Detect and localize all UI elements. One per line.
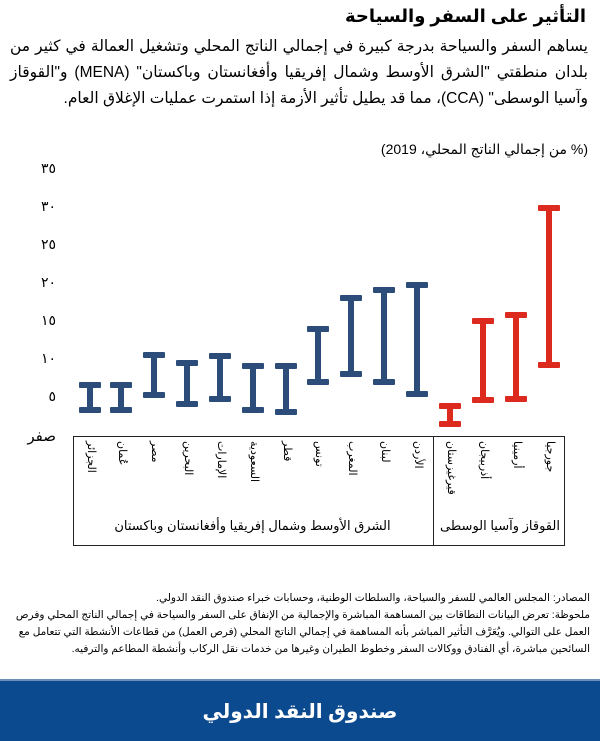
range-bar — [307, 325, 329, 386]
range-bar — [406, 281, 428, 398]
y-tick-label: ٣٠ — [40, 199, 56, 215]
category-label: تونس — [313, 441, 325, 467]
notes-section: المصادر: المجلس العالمي للسفر والسياحة، … — [8, 590, 590, 658]
y-tick-label: ٢٥ — [40, 237, 56, 253]
imf-brand: صندوق النقد الدولي — [202, 700, 398, 723]
range-bar — [439, 403, 461, 427]
category-label: لبنان — [379, 441, 391, 463]
group-divider — [433, 436, 434, 546]
category-label: قيرغيزستان — [445, 441, 457, 495]
range-bar — [209, 353, 231, 402]
chart-plot-area — [79, 204, 560, 427]
range-bar — [340, 295, 362, 378]
category-label: البحرين — [182, 441, 194, 476]
category-axis-box — [73, 436, 565, 546]
range-bar — [373, 287, 395, 386]
footer-banner: صندوق النقد الدولي — [0, 679, 600, 741]
category-label: الإمارات — [215, 441, 227, 479]
range-bar — [472, 318, 494, 404]
y-tick-label: ٥ — [48, 389, 56, 405]
range-bar — [275, 363, 297, 415]
y-tick-label: ٣٥ — [40, 161, 56, 177]
category-label: مصر — [149, 441, 161, 463]
category-label: أذربيجان — [478, 441, 490, 480]
category-label: الأردن — [412, 441, 424, 469]
range-bar — [505, 312, 527, 402]
range-bar — [79, 382, 101, 414]
y-tick-label: ١٠ — [40, 351, 56, 367]
unit-label: (% من إجمالي الناتج المحلي، 2019) — [380, 141, 588, 157]
y-tick-label: ٢٠ — [40, 275, 56, 291]
y-tick-label: صفر — [27, 428, 56, 445]
category-label: السعودية — [248, 441, 260, 483]
note-text: ملحوظة: تعرض البيانات النطاقات بين المسا… — [15, 609, 590, 655]
y-tick-label: ١٥ — [40, 313, 56, 329]
range-bar — [538, 204, 560, 369]
range-bar — [110, 382, 132, 414]
sources-text: المصادر: المجلس العالمي للسفر والسياحة، … — [156, 592, 590, 604]
intro-paragraph: يساهم السفر والسياحة بدرجة كبيرة في إجما… — [10, 38, 588, 107]
chart-title: التأثير على السفر والسياحة — [344, 6, 586, 26]
category-label: جورجيا — [544, 441, 556, 473]
category-label: قطر — [281, 441, 293, 462]
range-bar — [143, 352, 165, 398]
range-bar — [176, 360, 198, 408]
category-label: الجزائر — [85, 441, 97, 473]
category-label: أرمينيا — [511, 441, 523, 469]
range-bar — [242, 363, 264, 414]
group-label-cca: القوقاز وآسيا الوسطى — [440, 518, 560, 533]
category-label: عُمان — [116, 441, 128, 466]
group-label-mena: الشرق الأوسط وشمال إفريقيا وأفغانستان وب… — [114, 518, 391, 533]
category-label: المغرب — [346, 441, 358, 476]
